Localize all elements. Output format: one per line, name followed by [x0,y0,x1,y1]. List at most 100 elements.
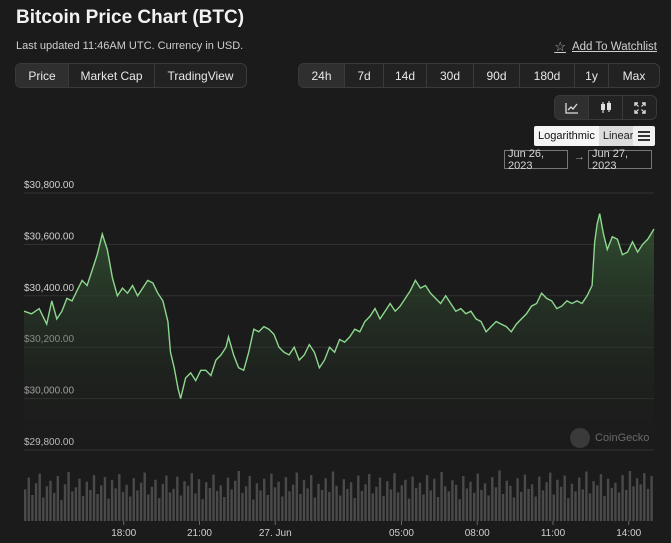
volume-bar [610,487,613,521]
volume-bar [132,478,135,521]
volume-bar [45,486,49,521]
volume-bar [194,493,197,521]
volume-bar [574,491,577,521]
volume-bar [125,484,128,521]
x-tick-label: 14:00 [616,528,641,539]
volume-bar [599,474,603,521]
star-icon: ☆ [554,39,566,54]
volume-bar [505,480,508,521]
volume-bar [349,482,353,521]
volume-bar [107,498,110,521]
volume-bar [197,479,201,521]
scale-toggle: Logarithmic Linear [534,126,638,146]
tab-price[interactable]: Price [16,64,69,87]
volume-bar [494,487,498,521]
volume-bar [592,481,595,521]
volume-bar [273,487,277,521]
volume-bar [454,484,458,521]
volume-bar [386,481,389,521]
date-to-input[interactable]: Jun 27, 2023 [588,148,652,172]
volume-bar [646,488,650,521]
range-24h[interactable]: 24h [299,64,345,87]
volume-bar [281,496,284,521]
volume-bar [317,483,320,521]
volume-bar [393,473,396,521]
candlestick-icon[interactable] [589,96,623,119]
volume-bar [263,478,266,521]
volume-bar [509,485,512,521]
x-tick-label: 08:00 [465,528,490,539]
volume-bar [67,472,70,521]
range-30d[interactable]: 30d [427,64,474,87]
date-from-input[interactable]: Jun 26, 2023 [504,148,568,172]
volume-bar [103,477,107,521]
hamburger-menu-icon[interactable] [633,126,655,146]
range-max[interactable]: Max [622,68,646,83]
volume-bar [226,477,230,521]
add-to-watchlist-link[interactable]: ☆ Add To Watchlist [554,39,657,55]
volume-bar [444,486,447,521]
volume-bar [422,494,425,521]
volume-bar [404,479,407,521]
volume-bar [375,486,378,521]
volume-bar [252,499,255,521]
volume-bar [364,484,367,521]
volume-bar [635,478,639,521]
volume-bar [523,474,527,521]
volume-bar [625,489,628,521]
volume-bar [288,491,291,521]
volume-bar [110,480,114,521]
volume-bar [429,490,432,521]
chart-view-toggle [554,95,657,120]
fullscreen-icon[interactable] [623,96,656,119]
volume-bar [328,491,331,521]
volume-bar [81,496,85,521]
tab-tradingview[interactable]: TradingView [167,68,234,83]
volume-bar [38,473,41,521]
volume-bar [139,482,143,522]
volume-bar [205,482,208,521]
volume-bar [527,488,530,521]
volume-bar [92,475,96,521]
volume-bar [313,497,317,521]
volume-bar [335,485,338,521]
volume-bar [208,487,212,521]
volume-bar [538,476,541,521]
range-1y[interactable]: 1y [575,64,609,87]
volume-bar [114,488,117,521]
volume-bar [411,476,414,521]
last-updated-text: Last updated 11:46AM UTC. Currency in US… [16,40,244,52]
volume-bar [541,490,545,521]
volume-bar [183,481,186,521]
volume-bar [628,471,632,521]
linear-button[interactable]: Linear [598,126,638,146]
range-14d[interactable]: 14d [384,64,427,87]
volume-bar [277,481,280,521]
volume-bar [234,480,237,521]
coingecko-watermark: CoinGecko [570,428,649,448]
price-area [24,213,654,450]
volume-bar [418,482,422,522]
range-90d[interactable]: 90d [474,64,520,87]
volume-bar [165,475,168,521]
volume-bar [291,484,295,521]
volume-bar [371,493,374,521]
volume-bar [85,481,88,521]
volume-bar [186,485,190,521]
tab-market-cap[interactable]: Market Cap [69,64,155,87]
logarithmic-button[interactable]: Logarithmic [534,126,599,146]
volume-bar [559,486,563,521]
volume-bar [606,478,610,521]
volume-bar [473,492,476,521]
range-7d[interactable]: 7d [345,64,384,87]
volume-bar [100,485,103,521]
arrow-right-icon: → [574,151,585,163]
line-chart-icon[interactable] [555,96,589,119]
volume-bar [487,495,490,521]
volume-bar [129,496,132,521]
volume-bar [425,475,429,521]
range-180d[interactable]: 180d [520,64,575,87]
volume-bar [96,494,99,521]
volume-bar [31,495,34,521]
volume-bar [27,477,30,521]
